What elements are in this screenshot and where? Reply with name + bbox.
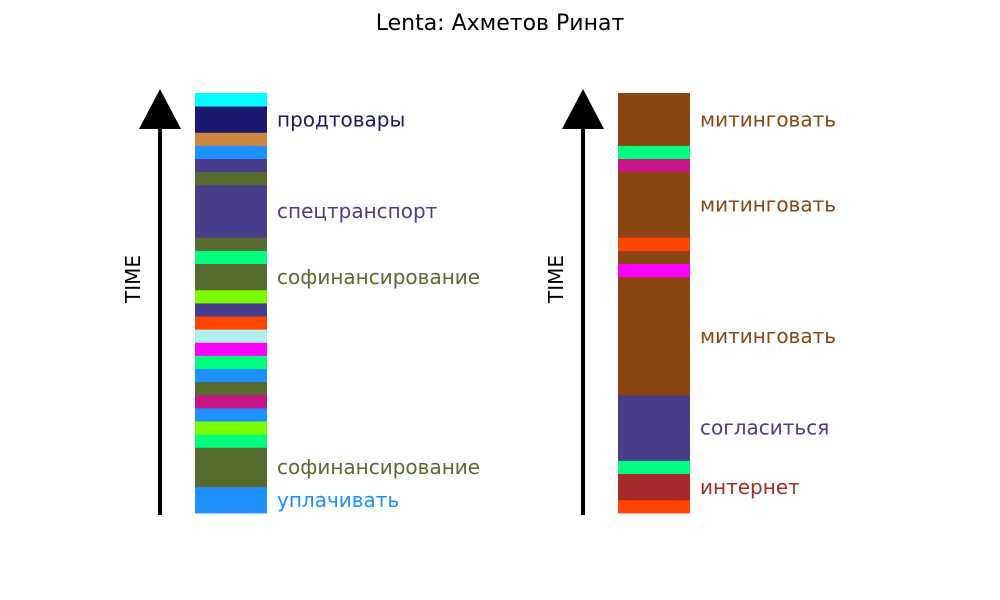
timeline-segment [618,473,690,501]
timeline-segment [618,460,690,475]
segment-label: софинансирование [277,455,480,479]
timeline-segment [618,158,690,173]
timeline-segment [618,276,690,396]
timeline-segment [195,486,267,514]
time-arrow-head-icon [139,89,181,129]
timeline-segment [195,184,267,238]
timeline-segment [618,145,690,160]
time-arrow-shaft [158,127,162,515]
timeline-segment [618,499,690,514]
segment-label: согласиться [700,416,829,440]
time-arrow-shaft [581,127,585,515]
columns-layer: TIME уплачивать софинансирование софинансир… [121,89,836,515]
timeline-segment [618,250,690,265]
timeline-segment [195,342,267,356]
timeline-segment [195,93,267,107]
segment-label: митинговать [700,193,836,217]
timeline-segment [618,171,690,238]
timeline-segment [195,368,267,383]
segment-label: продтовары [277,107,405,131]
time-arrow-head-icon [562,89,604,129]
timeline-column-2: TIME интернет согласиться митинговать митинг… [544,89,836,515]
timeline-segment [618,263,690,278]
timeline-segment [195,171,267,186]
timeline-segment [195,421,267,435]
timeline-segment [618,394,690,461]
segment-label: спецтранспорт [277,199,438,223]
timeline-segment [195,355,267,370]
timeline-segment [195,329,267,343]
timeline-segment [618,237,690,251]
timeline-segment [195,132,267,146]
timeline-segment [195,434,267,448]
timeline-segment [195,381,267,396]
segment-label: уплачивать [277,488,399,512]
segment-label: митинговать [700,107,836,131]
timeline-segment [195,158,267,173]
timeline-segment [195,237,267,251]
timeline-segment [195,289,267,304]
timeline-segment [195,447,267,488]
timeline-segment [195,316,267,330]
segment-label: митинговать [700,324,836,348]
timeline-segment [195,106,267,133]
chart-title: Lenta: Ахметов Ринат [376,11,625,36]
timeline-segment [618,93,690,146]
segment-label: интернет [700,475,800,499]
timeline-segment [195,303,267,317]
timeline-segment [195,250,267,265]
timeline-segment [195,263,267,291]
timeline-column-1: TIME уплачивать софинансирование софинансир… [121,89,480,515]
time-axis-label: TIME [544,255,568,304]
timeline-segment [195,145,267,160]
timeline-segment [195,394,267,409]
segment-label: софинансирование [277,265,480,289]
time-axis-label: TIME [121,255,145,304]
timeline-segment [195,408,267,422]
